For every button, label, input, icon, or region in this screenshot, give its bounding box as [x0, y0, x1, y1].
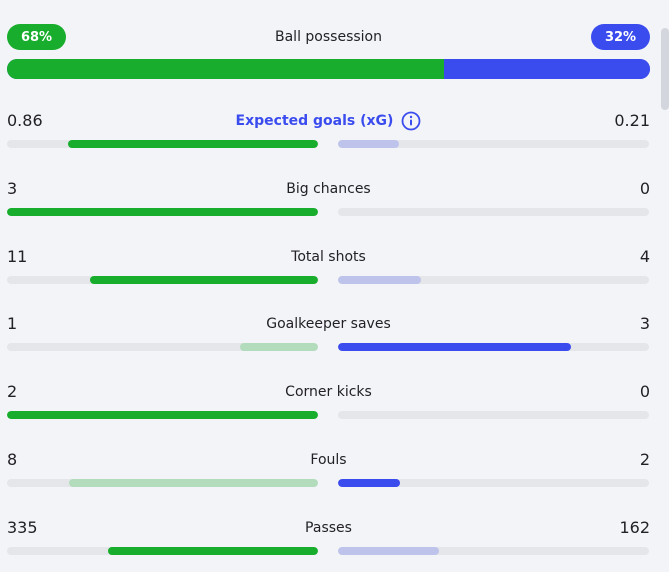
home-stat-value: 335	[7, 518, 38, 537]
stat-label-text: Passes	[305, 520, 352, 536]
home-stat-value: 1	[7, 314, 18, 333]
stat-label-text[interactable]: Expected goals (xG)	[235, 113, 394, 129]
away-stat-value: 3	[639, 314, 650, 333]
home-stat-value: 11	[7, 247, 28, 266]
away-possession-badge: 32%	[591, 24, 650, 50]
home-stat-bar	[67, 140, 318, 148]
possession-bar	[7, 59, 650, 79]
home-stat-track	[7, 276, 318, 284]
away-stat-track	[338, 276, 649, 284]
home-stat-value: 8	[7, 450, 18, 469]
stat-row: 2 Corner kicks 0	[7, 381, 650, 425]
away-stat-bar	[338, 547, 440, 555]
home-stat-track	[7, 411, 318, 419]
away-stat-track	[338, 208, 649, 216]
stat-label-text: Fouls	[310, 452, 347, 468]
home-stat-value: 0.86	[7, 111, 43, 130]
stat-label: Goalkeeper saves	[7, 313, 650, 335]
stat-label[interactable]: Expected goals (xG)	[7, 110, 650, 132]
stat-label-text: Total shots	[291, 249, 366, 265]
home-stat-bar	[7, 411, 318, 419]
stat-label-text: Goalkeeper saves	[266, 316, 391, 332]
stat-row: 11 Total shots 4	[7, 246, 650, 290]
home-stat-value: 3	[7, 179, 18, 198]
home-stat-bar	[108, 547, 318, 555]
stat-label: Big chances	[7, 178, 650, 200]
away-stat-bar	[338, 479, 401, 487]
home-possession-segment	[7, 59, 445, 79]
home-stat-bar	[69, 479, 318, 487]
stat-label: Passes	[7, 517, 650, 539]
possession-label: Ball possession	[275, 29, 382, 45]
stat-label-text: Corner kicks	[285, 384, 372, 400]
scrollbar[interactable]	[661, 0, 669, 572]
scrollbar-thumb[interactable]	[661, 28, 669, 110]
home-stat-bar	[90, 276, 318, 284]
stat-label: Corner kicks	[7, 381, 650, 403]
away-stat-bar	[338, 276, 422, 284]
away-stat-value: 0	[639, 382, 650, 401]
away-stat-track	[338, 343, 649, 351]
info-icon[interactable]	[401, 111, 421, 131]
away-stat-value: 0.21	[614, 111, 650, 130]
away-stat-bar	[338, 343, 572, 351]
home-stat-track	[7, 208, 318, 216]
away-stat-track	[338, 479, 649, 487]
home-stat-track	[7, 343, 318, 351]
away-stat-bar	[338, 140, 399, 148]
possession-header: 68% Ball possession 32%	[7, 24, 650, 50]
away-stat-value: 162	[619, 518, 650, 537]
home-stat-value: 2	[7, 382, 18, 401]
stat-label-text: Big chances	[286, 181, 371, 197]
away-stat-value: 4	[639, 247, 650, 266]
away-possession-segment	[444, 59, 650, 79]
home-stat-track	[7, 547, 318, 555]
home-stat-bar	[7, 208, 318, 216]
away-stat-value: 2	[639, 450, 650, 469]
stat-row: 0.86 Expected goals (xG) 0.21	[7, 110, 650, 154]
home-stat-track	[7, 479, 318, 487]
home-stat-bar	[240, 343, 318, 351]
away-stat-value: 0	[639, 179, 650, 198]
stat-label: Fouls	[7, 449, 650, 471]
away-stat-track	[338, 140, 649, 148]
stat-row: 3 Big chances 0	[7, 178, 650, 222]
away-stat-track	[338, 547, 649, 555]
stat-row: 8 Fouls 2	[7, 449, 650, 493]
stat-label: Total shots	[7, 246, 650, 268]
stat-row: 1 Goalkeeper saves 3	[7, 313, 650, 357]
home-stat-track	[7, 140, 318, 148]
stat-row: 335 Passes 162	[7, 517, 650, 561]
away-stat-track	[338, 411, 649, 419]
home-possession-badge: 68%	[7, 24, 66, 50]
